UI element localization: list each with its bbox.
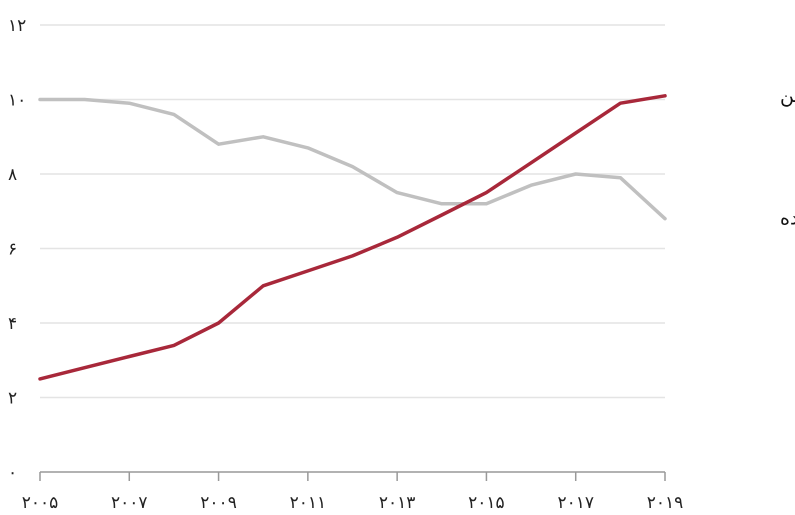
tick-labels: ۰ ۲ ۴ ۶ ۸ ۱۰ ۱۲ ۲۰۰۵ ۲۰۰۷ ۲۰۰۹ ۲۰۱۱ ۲۰۱۳ ۲۰۱۵ ۲۰۱۷ ۲۰۱… [8,16,795,513]
y-tick-label: ۴ [8,314,17,334]
series-label-united-states: ایالات متحده [780,208,795,230]
x-tick-label: ۲۰۱۳ [379,493,416,513]
series-lines [38,94,667,381]
x-tick-label: ۲۰۰۷ [111,493,148,513]
x-tick-label: ۲۰۱۱ [290,493,327,513]
y-tick-label: ۲ [8,389,17,409]
y-tick-label: ۱۰ [8,91,26,111]
x-tick-label: ۲۰۱۹ [647,493,684,513]
y-tick-label: ۰ [8,463,17,483]
series-line-united-states [38,97,667,221]
x-tick-label: ۲۰۰۹ [200,493,237,513]
series-label-china: چین [780,85,795,107]
gridlines [40,24,665,399]
y-tick-label: ۶ [8,240,17,260]
y-tick-label: ۸ [8,165,17,185]
y-tick-label: ۱۲ [8,16,26,36]
series-line-china [38,94,667,381]
x-tick-label: ۲۰۱۷ [557,493,594,513]
x-axis [39,471,666,481]
x-tick-label: ۲۰۰۵ [22,493,59,513]
x-tick-label: ۲۰۱۵ [468,493,505,513]
